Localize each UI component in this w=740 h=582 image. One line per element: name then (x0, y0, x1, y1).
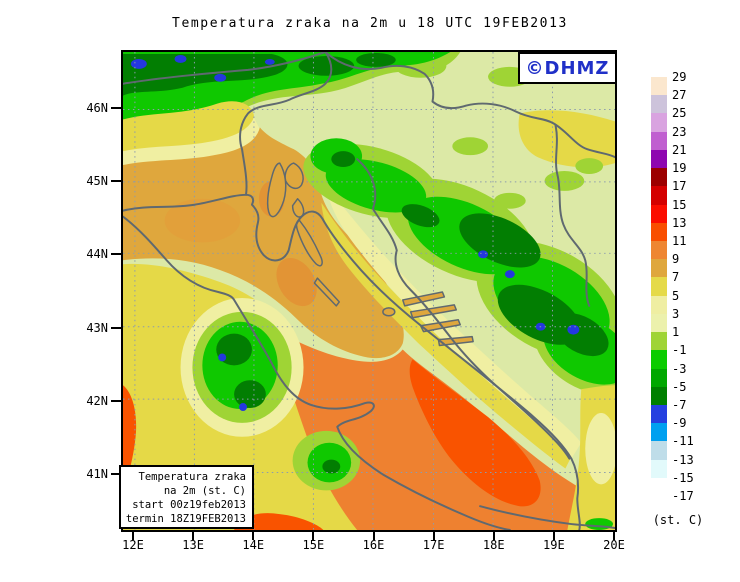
colorbar-segment (651, 240, 667, 260)
lon-label: 17E (422, 538, 445, 552)
colorbar-unit-label: (st. C) (652, 513, 704, 527)
colorbar-label: 13 (672, 215, 687, 230)
colorbar-segment (651, 113, 667, 133)
lat-label: 42N (86, 393, 108, 408)
lon-tick-icon (312, 532, 315, 540)
colorbar-segment (651, 222, 667, 242)
lat-tick-icon (111, 326, 121, 329)
colorbar-label: 3 (672, 306, 680, 321)
colorbar-label: -17 (672, 489, 694, 504)
colorbar-label: 7 (672, 270, 680, 285)
colorbar-label: 5 (672, 288, 680, 303)
colorbar-segment (651, 277, 667, 296)
lat-label: 41N (86, 467, 108, 481)
lon-label: 16E (362, 538, 385, 552)
lon-tick-icon (252, 532, 255, 540)
lat-tick-icon (111, 473, 121, 475)
colorbar-label: -15 (672, 470, 694, 485)
lon-tick-icon (192, 532, 195, 540)
run-info-line: na 2m (st. C) (163, 485, 246, 497)
lon-label: 14E (242, 538, 265, 552)
colorbar-segment (651, 386, 667, 406)
colorbar-label: -3 (672, 361, 687, 376)
colorbar-segment (651, 149, 667, 169)
colorbar-segment (651, 131, 667, 151)
lon-label: 20E (603, 538, 625, 552)
lat-tick-icon (111, 253, 121, 256)
colorbar-segment (651, 477, 667, 497)
lat-tick-icon (111, 399, 121, 402)
run-info-line: termin 18Z19FEB2013 (125, 513, 246, 525)
colorbar-segment (651, 459, 667, 479)
colorbar-label: -7 (672, 397, 687, 412)
colorbar-segment (651, 259, 667, 278)
lon-label: 15E (302, 538, 325, 552)
lat-label: 45N (86, 174, 108, 189)
dhmz-logo-box: ©DHMZ (518, 52, 617, 84)
colorbar-segment (651, 313, 667, 333)
colorbar-label: 17 (672, 179, 687, 194)
colorbar-segment (651, 204, 667, 224)
lat-label: 44N (86, 247, 108, 262)
colorbar-label: 21 (672, 142, 687, 157)
colorbar-label: 1 (672, 325, 680, 340)
colorbar-segment (651, 95, 667, 114)
lon-label: 13E (182, 538, 204, 552)
lat-tick-icon (111, 107, 121, 109)
colorbar-label: -9 (672, 416, 687, 431)
lat-label: 46N (86, 101, 108, 115)
colorbar-segment (651, 423, 667, 442)
colorbar-segment (651, 77, 667, 96)
colorbar-segment (651, 332, 667, 351)
lon-tick-icon (492, 532, 495, 540)
lat-label: 43N (86, 320, 108, 335)
lon-tick-icon (372, 532, 375, 540)
lon-label: 12E (122, 538, 144, 552)
dhmz-logo-label: ©DHMZ (525, 57, 610, 79)
lat-tick-icon (111, 180, 121, 183)
run-info-box: Temperatura zraka na 2m (st. C) start 00z1… (119, 465, 254, 529)
colorbar-segment (651, 295, 667, 315)
map-canvas (121, 50, 617, 532)
colorbar-label: 27 (672, 88, 687, 103)
run-info-line: Temperatura zraka (138, 471, 246, 483)
colorbar-label: -11 (672, 434, 694, 449)
colorbar-label: 23 (672, 124, 687, 139)
lon-tick-icon (552, 532, 555, 540)
colorbar-label: 11 (672, 233, 687, 248)
lon-tick-icon (613, 532, 615, 540)
lon-tick-icon (432, 532, 435, 540)
colorbar-segment (651, 186, 667, 205)
colorbar-segment (651, 404, 667, 424)
colorbar-label: 9 (672, 252, 680, 267)
colorbar-label: 25 (672, 106, 687, 121)
lon-label: 18E (482, 538, 505, 552)
colorbar-segment (651, 350, 667, 369)
colorbar-label: 29 (672, 70, 687, 84)
colorbar-label: -13 (672, 452, 694, 467)
temperature-field-map (123, 52, 615, 530)
colorbar-segment (651, 168, 667, 187)
page-title: Temperatura zraka na 2m u 18 UTC 19FEB20… (172, 16, 568, 31)
colorbar-label: 15 (672, 197, 687, 212)
colorbar-label: -5 (672, 379, 687, 394)
colorbar-label: 19 (672, 161, 687, 176)
run-info-line: start 00z19feb2013 (132, 499, 246, 511)
colorbar-segment (651, 441, 667, 460)
lon-tick-icon (132, 532, 134, 540)
lon-label: 19E (543, 538, 565, 552)
colorbar-label: -1 (672, 343, 687, 358)
colorbar-segment (651, 368, 667, 388)
